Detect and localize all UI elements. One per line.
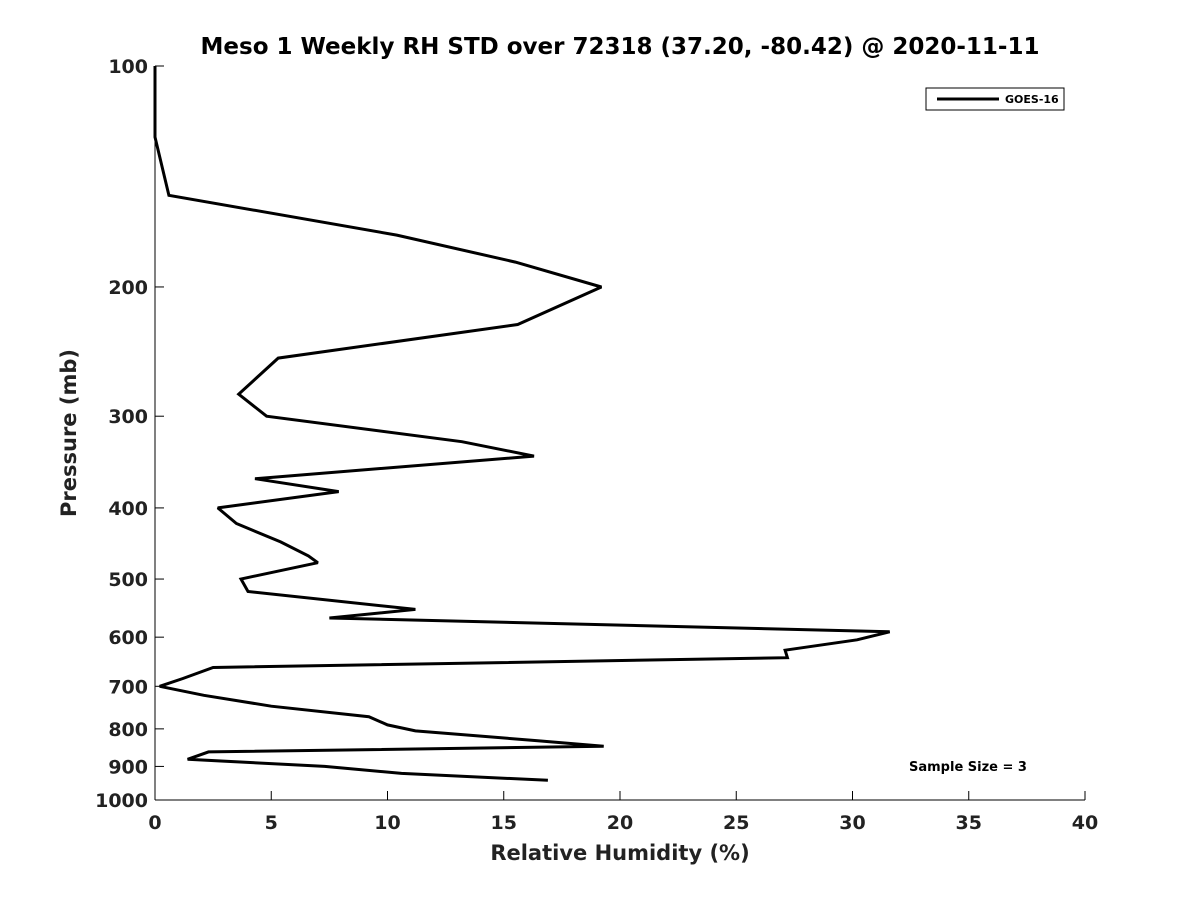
tick-labels: 0 5 10 15 20 25 30 35 40 100 200 300 400 500 600 700 800… — [95, 56, 1098, 834]
x-tick-label: 10 — [374, 812, 400, 834]
x-tick-label: 5 — [265, 812, 278, 834]
y-tick-label: 1000 — [95, 790, 148, 812]
x-tick-label: 30 — [839, 812, 865, 834]
chart-title: Meso 1 Weekly RH STD over 72318 (37.20, … — [201, 34, 1040, 60]
sample-size-annotation: Sample Size = 3 — [909, 760, 1027, 775]
x-tick-label: 0 — [148, 812, 161, 834]
y-tick-label: 800 — [108, 719, 148, 741]
y-tick-label: 600 — [108, 627, 148, 649]
y-axis-label: Pressure (mb) — [57, 349, 81, 517]
y-tick-label: 700 — [108, 676, 148, 698]
x-axis-label: Relative Humidity (%) — [490, 841, 749, 865]
y-tick-label: 100 — [108, 56, 148, 78]
legend: GOES-16 — [925, 87, 1065, 111]
x-tick-label: 15 — [491, 812, 517, 834]
y-tick-label: 900 — [108, 756, 148, 778]
axes — [154, 65, 1086, 801]
x-tick-label: 35 — [956, 812, 982, 834]
y-tick-label: 400 — [108, 498, 148, 520]
y-tick-label: 200 — [108, 277, 148, 299]
legend-label-goes16: GOES-16 — [1005, 93, 1059, 106]
x-tick-label: 25 — [723, 812, 749, 834]
y-tick-label: 300 — [108, 406, 148, 428]
x-tick-label: 20 — [607, 812, 633, 834]
x-tick-label: 40 — [1072, 812, 1098, 834]
plot-area — [153, 66, 891, 782]
series-line-goes-16 — [153, 66, 891, 782]
y-tick-label: 500 — [108, 569, 148, 591]
